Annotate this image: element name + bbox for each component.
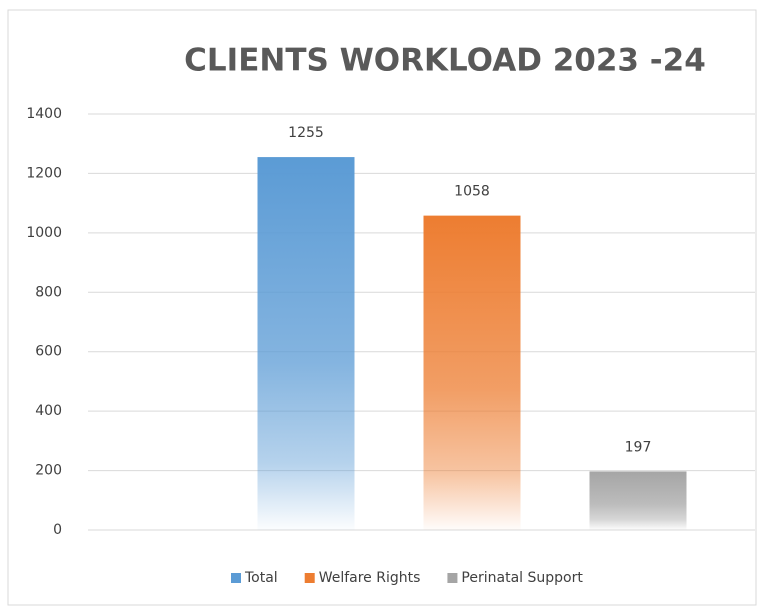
bar [589,471,687,530]
y-tick-label: 1400 [26,106,62,122]
data-label: 197 [625,439,652,455]
data-label: 1255 [288,125,324,141]
legend-label: Total [244,570,278,586]
y-tick-label: 1000 [26,225,62,241]
legend-swatch [231,573,241,583]
y-tick-label: 600 [35,344,62,360]
bar [423,215,521,530]
legend-label: Welfare Rights [319,570,421,586]
legend-swatch [304,573,315,583]
legend-swatch [447,573,458,583]
y-tick-label: 800 [35,284,62,300]
legend-label: Perinatal Support [461,570,583,586]
chart-title: CLIENTS WORKLOAD 2023 -24 [184,43,706,79]
y-tick-label: 400 [35,403,62,419]
y-tick-label: 1200 [26,165,62,181]
data-label: 1058 [454,184,490,200]
bar [257,157,355,531]
y-tick-label: 0 [53,522,62,538]
y-tick-label: 200 [35,463,62,479]
